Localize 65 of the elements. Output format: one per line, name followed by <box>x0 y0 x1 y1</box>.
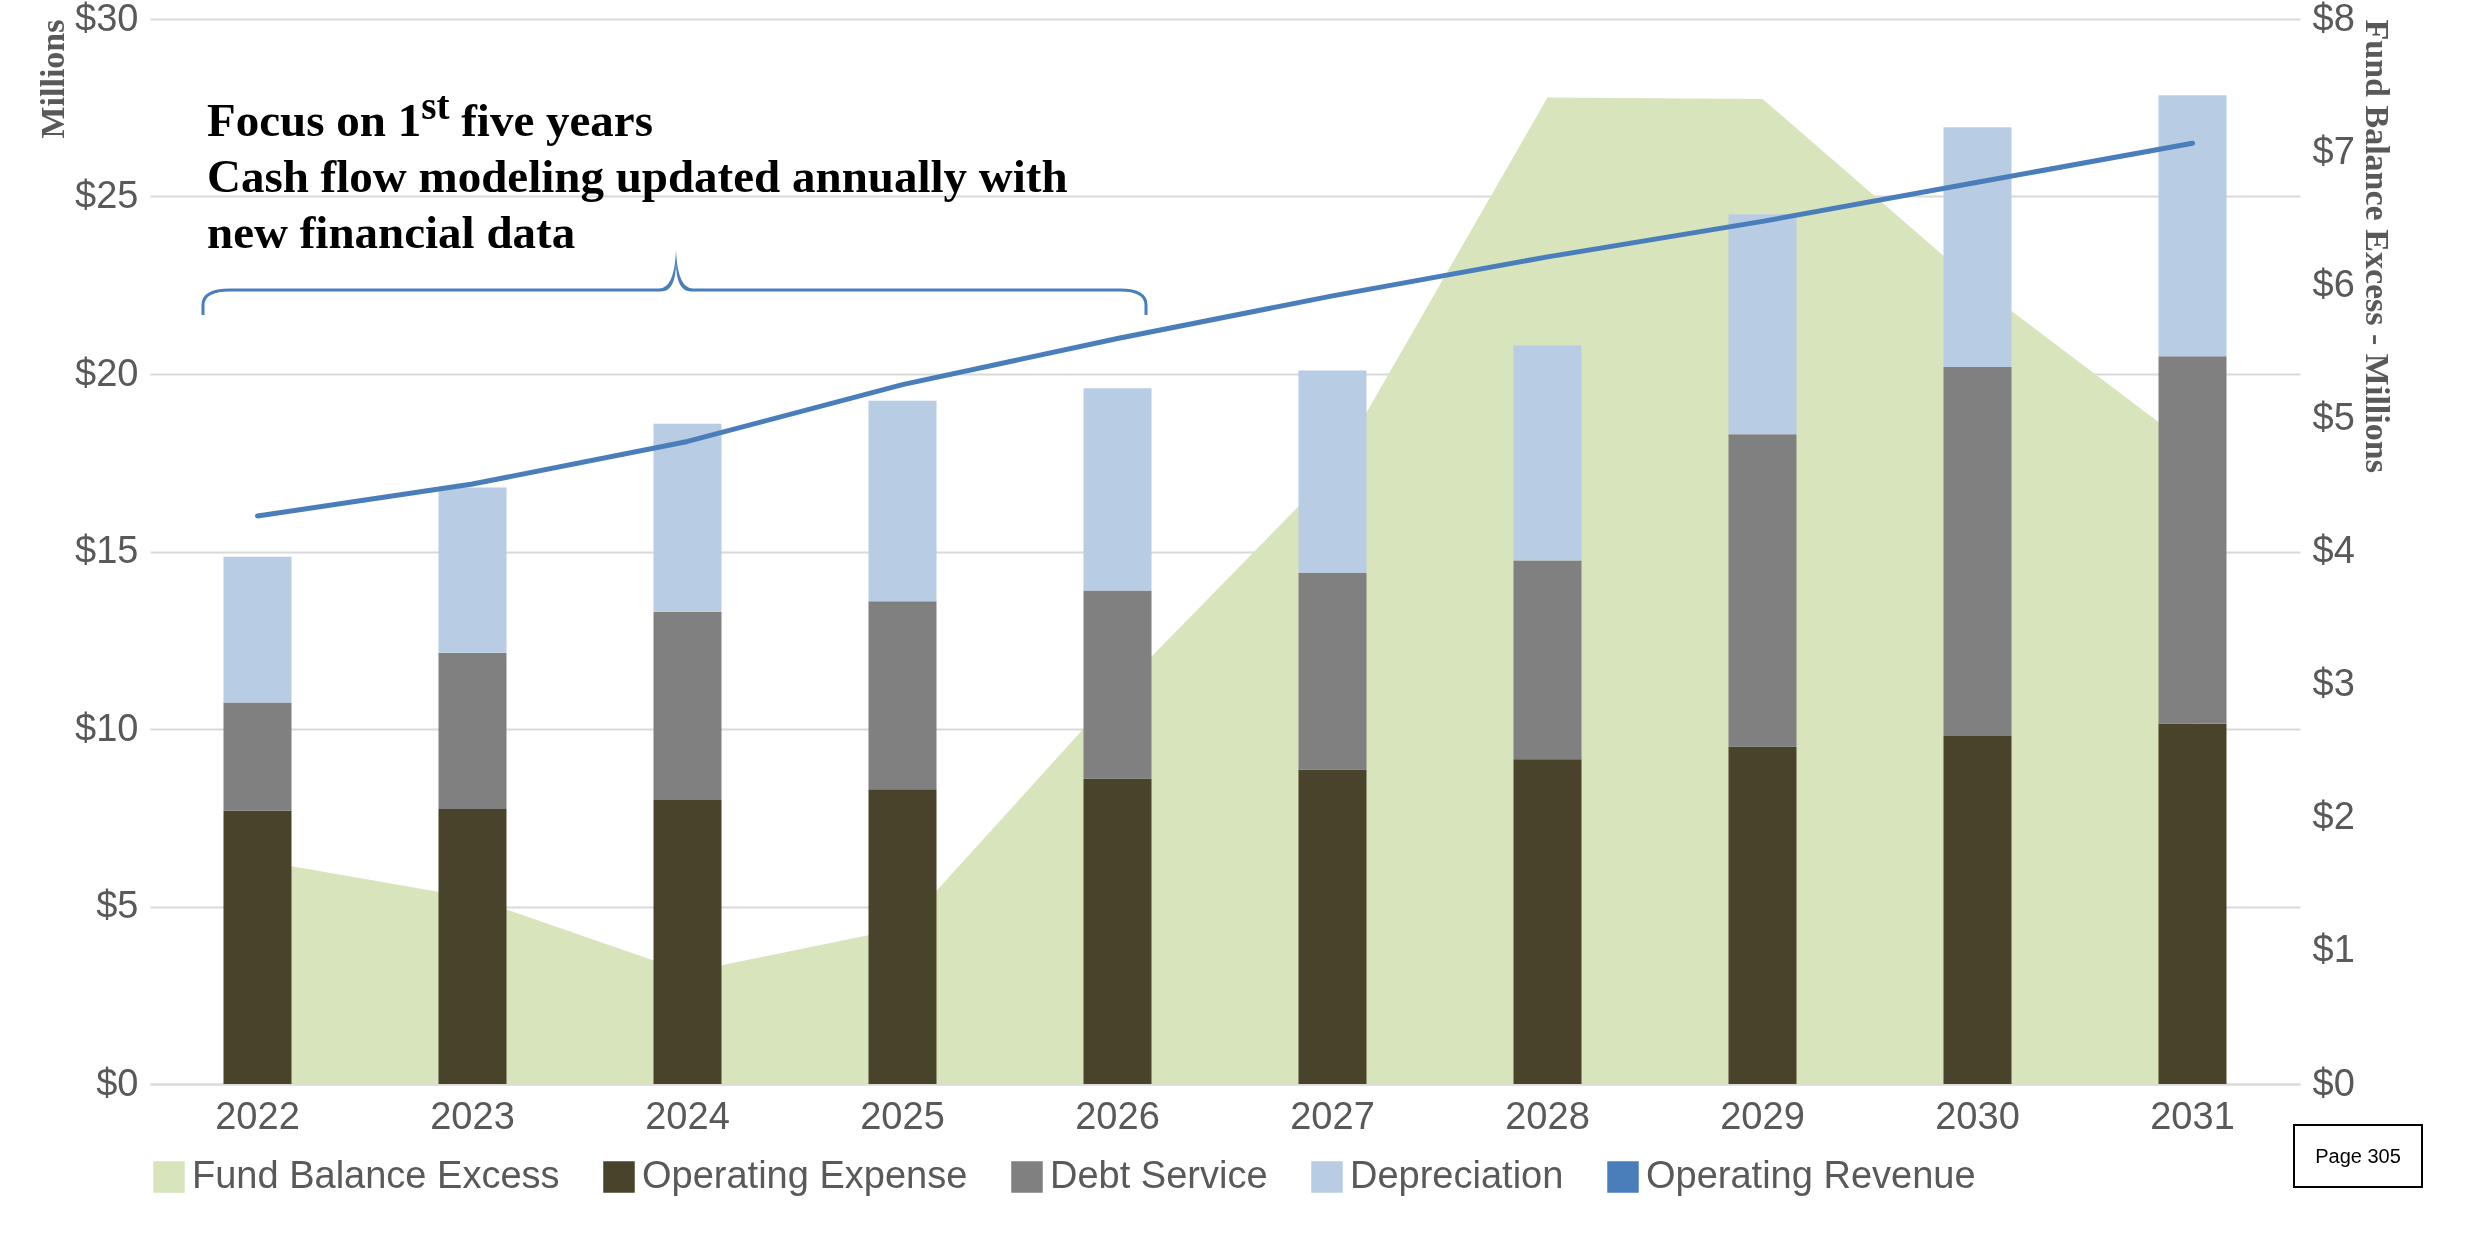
y-tick-label: $5 <box>96 884 139 926</box>
x-tick-label: 2029 <box>1720 1094 1805 1137</box>
bar <box>1513 759 1582 1084</box>
x-tick-label: 2025 <box>860 1094 945 1137</box>
bar <box>438 487 507 653</box>
x-tick-label: 2022 <box>215 1094 300 1137</box>
y-tick-label: $20 <box>75 351 139 394</box>
y2-tick-label: $4 <box>2312 529 2355 571</box>
bar <box>1728 746 1797 1084</box>
bar <box>1943 127 2012 367</box>
y2-tick-label: $6 <box>2312 262 2355 305</box>
y-axis-title: Millions <box>34 19 72 139</box>
x-tick-label: 2030 <box>1935 1094 2020 1137</box>
bar <box>1728 434 1797 747</box>
bar <box>868 601 937 790</box>
x-tick-label: 2027 <box>1290 1094 1375 1137</box>
x-tick-label: 2028 <box>1505 1094 1590 1137</box>
bar <box>1513 560 1582 760</box>
y-tick-label: $30 <box>75 0 139 39</box>
y2-tick-label: $5 <box>2312 395 2355 438</box>
text: Page 305 <box>2293 1124 2423 1188</box>
y-tick-label: $25 <box>75 174 139 216</box>
bar <box>868 789 937 1084</box>
legend-label: Operating Revenue <box>1646 1154 1976 1196</box>
bar <box>223 556 292 703</box>
x-tick-label: 2024 <box>645 1094 730 1137</box>
bar <box>1728 214 1797 435</box>
x-tick-label: 2031 <box>2150 1094 2235 1137</box>
bar <box>438 808 507 1084</box>
bar <box>1298 572 1367 770</box>
legend-label: Debt Service <box>1050 1154 1268 1196</box>
legend-label: Fund Balance Excess <box>192 1154 560 1196</box>
bar <box>2158 723 2227 1084</box>
bar <box>223 810 292 1084</box>
bar <box>653 611 722 800</box>
y2-tick-label: $8 <box>2312 0 2355 39</box>
y-tick-label: $10 <box>75 706 139 749</box>
bar <box>653 423 722 612</box>
y2-tick-label: $3 <box>2312 662 2355 705</box>
y2-tick-label: $2 <box>2312 795 2355 838</box>
bar <box>2158 95 2227 357</box>
bar <box>1943 366 2012 737</box>
bar <box>1513 345 1582 561</box>
bar <box>868 400 937 602</box>
y2-tick-label: $0 <box>2312 1061 2355 1104</box>
bar <box>2158 356 2227 724</box>
y2-tick-label: $7 <box>2312 129 2355 172</box>
bar <box>1298 370 1367 573</box>
y2-axis-title: Fund Balance Excess - Millions <box>2358 19 2396 473</box>
x-tick-label: 2023 <box>430 1094 515 1137</box>
y-tick-label: $0 <box>96 1061 139 1104</box>
bar <box>1083 590 1152 779</box>
legend-label: Operating Expense <box>642 1154 968 1196</box>
x-tick-label: 2026 <box>1075 1094 1160 1137</box>
legend-label: Depreciation <box>1350 1154 1564 1196</box>
bar <box>1943 736 2012 1084</box>
y-tick-label: $15 <box>75 529 139 571</box>
bar <box>1083 388 1152 591</box>
bar <box>1298 769 1367 1084</box>
bar <box>1083 778 1152 1084</box>
bar <box>653 800 722 1084</box>
annotation: Focus on 1$^{st}$ five years Cash flow modeling updated annually with new financial data <box>207 83 1068 261</box>
bar <box>438 652 507 809</box>
bar <box>223 702 292 811</box>
y2-tick-label: $1 <box>2312 928 2355 971</box>
